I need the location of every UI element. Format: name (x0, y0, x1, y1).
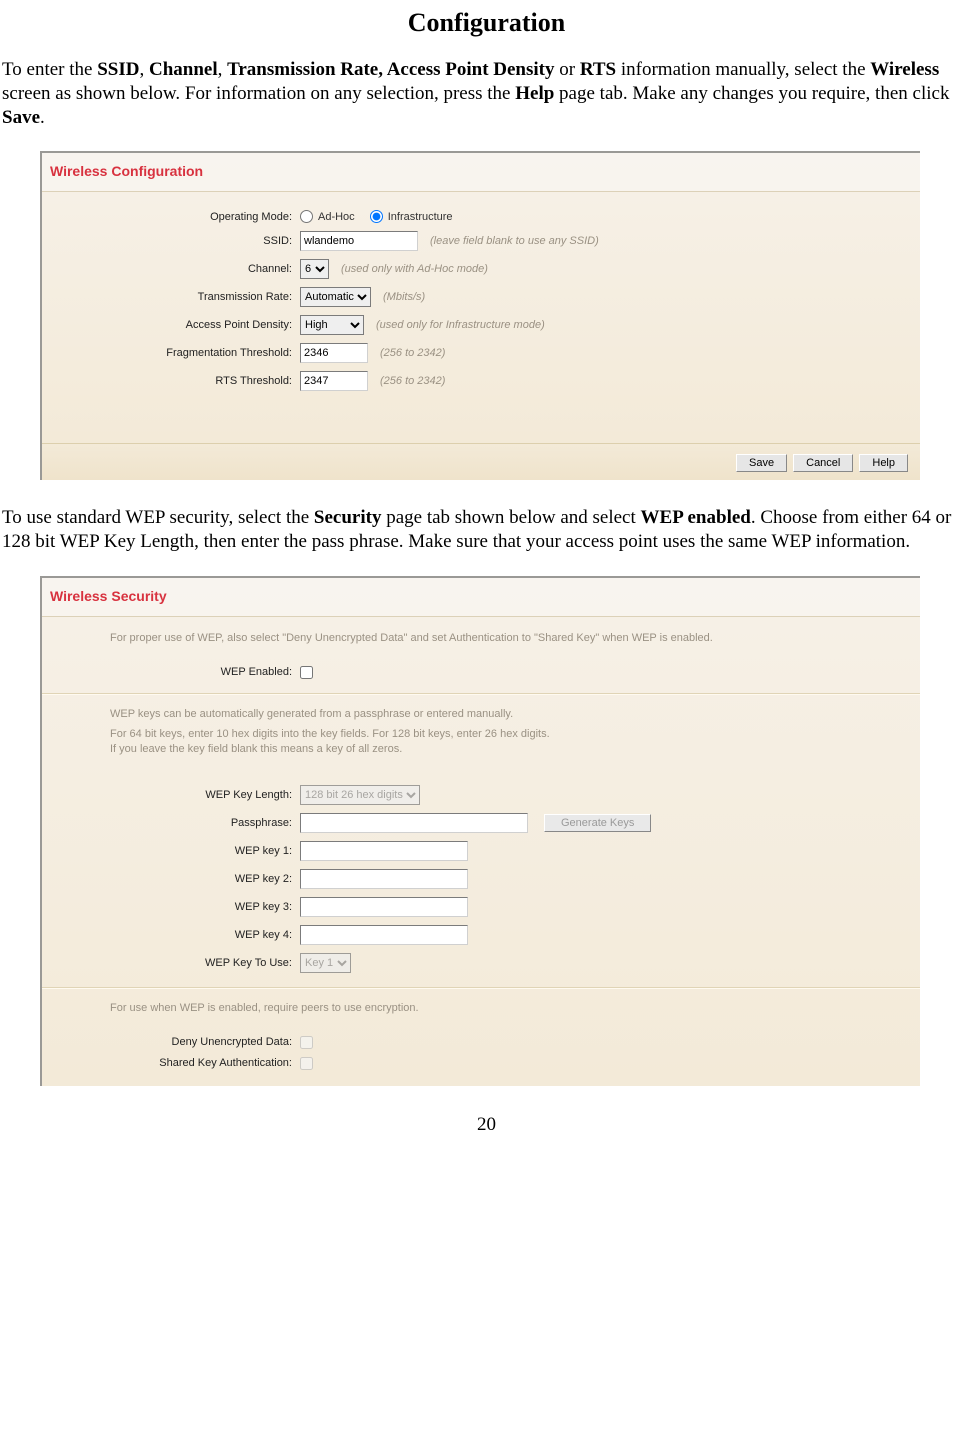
keyuse-select[interactable]: Key 1 (300, 953, 351, 973)
channel-select[interactable]: 6 (300, 259, 329, 279)
page-number: 20 (0, 1114, 973, 1136)
txrate-label: Transmission Rate: (62, 291, 300, 303)
channel-hint: (used only with Ad-Hoc mode) (341, 263, 488, 275)
wep-enabled-label: WEP Enabled: (62, 666, 300, 678)
channel-label: Channel: (62, 263, 300, 275)
wep-enabled-checkbox[interactable] (300, 666, 313, 679)
ssid-input[interactable] (300, 231, 418, 251)
intro-paragraph-2: To use standard WEP security, select the… (2, 506, 967, 554)
ssid-hint: (leave field blank to use any SSID) (430, 235, 599, 247)
wepkey2-label: WEP key 2: (62, 873, 300, 885)
wepkey1-label: WEP key 1: (62, 845, 300, 857)
frag-input[interactable] (300, 343, 368, 363)
apdensity-select[interactable]: High (300, 315, 364, 335)
deny-unencrypted-checkbox[interactable] (300, 1036, 313, 1049)
rts-input[interactable] (300, 371, 368, 391)
page-title: Configuration (0, 8, 973, 38)
rts-label: RTS Threshold: (62, 375, 300, 387)
divider (42, 693, 920, 695)
wepkey1-input[interactable] (300, 841, 468, 861)
wireless-config-panel: Wireless Configuration Operating Mode: A… (40, 151, 920, 480)
txrate-hint: (Mbits/s) (383, 291, 425, 303)
rts-hint: (256 to 2342) (380, 375, 445, 387)
wep-info-2c: If you leave the key field blank this me… (62, 742, 900, 763)
infrastructure-radio[interactable] (370, 210, 383, 223)
deny-unencrypted-label: Deny Unencrypted Data: (62, 1036, 300, 1048)
apdensity-label: Access Point Density: (62, 319, 300, 331)
help-button[interactable]: Help (859, 454, 908, 472)
wep-info-2b: For 64 bit keys, enter 10 hex digits int… (62, 727, 900, 742)
frag-label: Fragmentation Threshold: (62, 347, 300, 359)
keyuse-label: WEP Key To Use: (62, 957, 300, 969)
adhoc-radio-label: Ad-Hoc (318, 211, 355, 223)
keylen-label: WEP Key Length: (62, 789, 300, 801)
apdensity-hint: (used only for Infrastructure mode) (376, 319, 545, 331)
wireless-security-panel: Wireless Security For proper use of WEP,… (40, 576, 920, 1086)
wepkey4-label: WEP key 4: (62, 929, 300, 941)
shared-key-auth-label: Shared Key Authentication: (62, 1057, 300, 1069)
passphrase-input[interactable] (300, 813, 528, 833)
shared-key-auth-checkbox[interactable] (300, 1057, 313, 1070)
divider (42, 987, 920, 989)
cancel-button[interactable]: Cancel (793, 454, 853, 472)
intro-paragraph-1: To enter the SSID, Channel, Transmission… (2, 58, 967, 129)
wep-info-2a: WEP keys can be automatically generated … (62, 705, 900, 728)
panel-header: Wireless Security (42, 578, 920, 616)
txrate-select[interactable]: Automatic (300, 287, 371, 307)
frag-hint: (256 to 2342) (380, 347, 445, 359)
wep-info-3: For use when WEP is enabled, require pee… (62, 999, 900, 1022)
panel-header: Wireless Configuration (42, 153, 920, 191)
infrastructure-radio-label: Infrastructure (388, 211, 453, 223)
wepkey2-input[interactable] (300, 869, 468, 889)
wepkey4-input[interactable] (300, 925, 468, 945)
generate-keys-button[interactable]: Generate Keys (544, 814, 651, 832)
save-button[interactable]: Save (736, 454, 787, 472)
wepkey3-input[interactable] (300, 897, 468, 917)
adhoc-radio[interactable] (300, 210, 313, 223)
keylen-select[interactable]: 128 bit 26 hex digits (300, 785, 420, 805)
wepkey3-label: WEP key 3: (62, 901, 300, 913)
wep-info-1: For proper use of WEP, also select "Deny… (62, 631, 900, 648)
ssid-label: SSID: (62, 235, 300, 247)
operating-mode-label: Operating Mode: (62, 211, 300, 223)
passphrase-label: Passphrase: (62, 817, 300, 829)
